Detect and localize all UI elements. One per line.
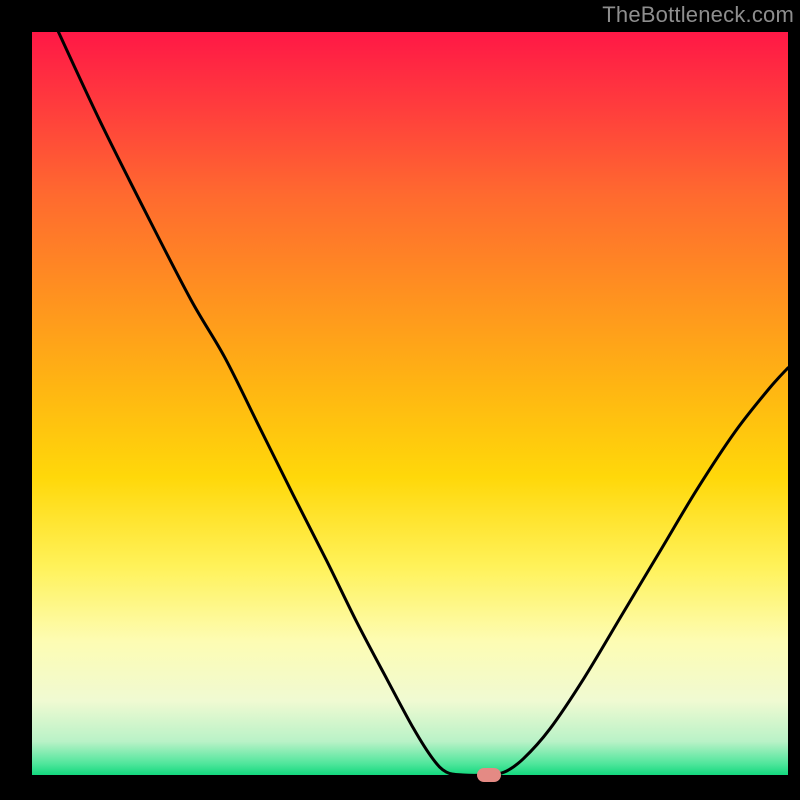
plot-area: [32, 32, 788, 775]
curve-path: [58, 32, 788, 775]
bottleneck-curve: [32, 32, 788, 775]
watermark-text: TheBottleneck.com: [602, 2, 794, 28]
optimal-point-marker: [477, 768, 501, 782]
chart-frame: TheBottleneck.com: [0, 0, 800, 800]
